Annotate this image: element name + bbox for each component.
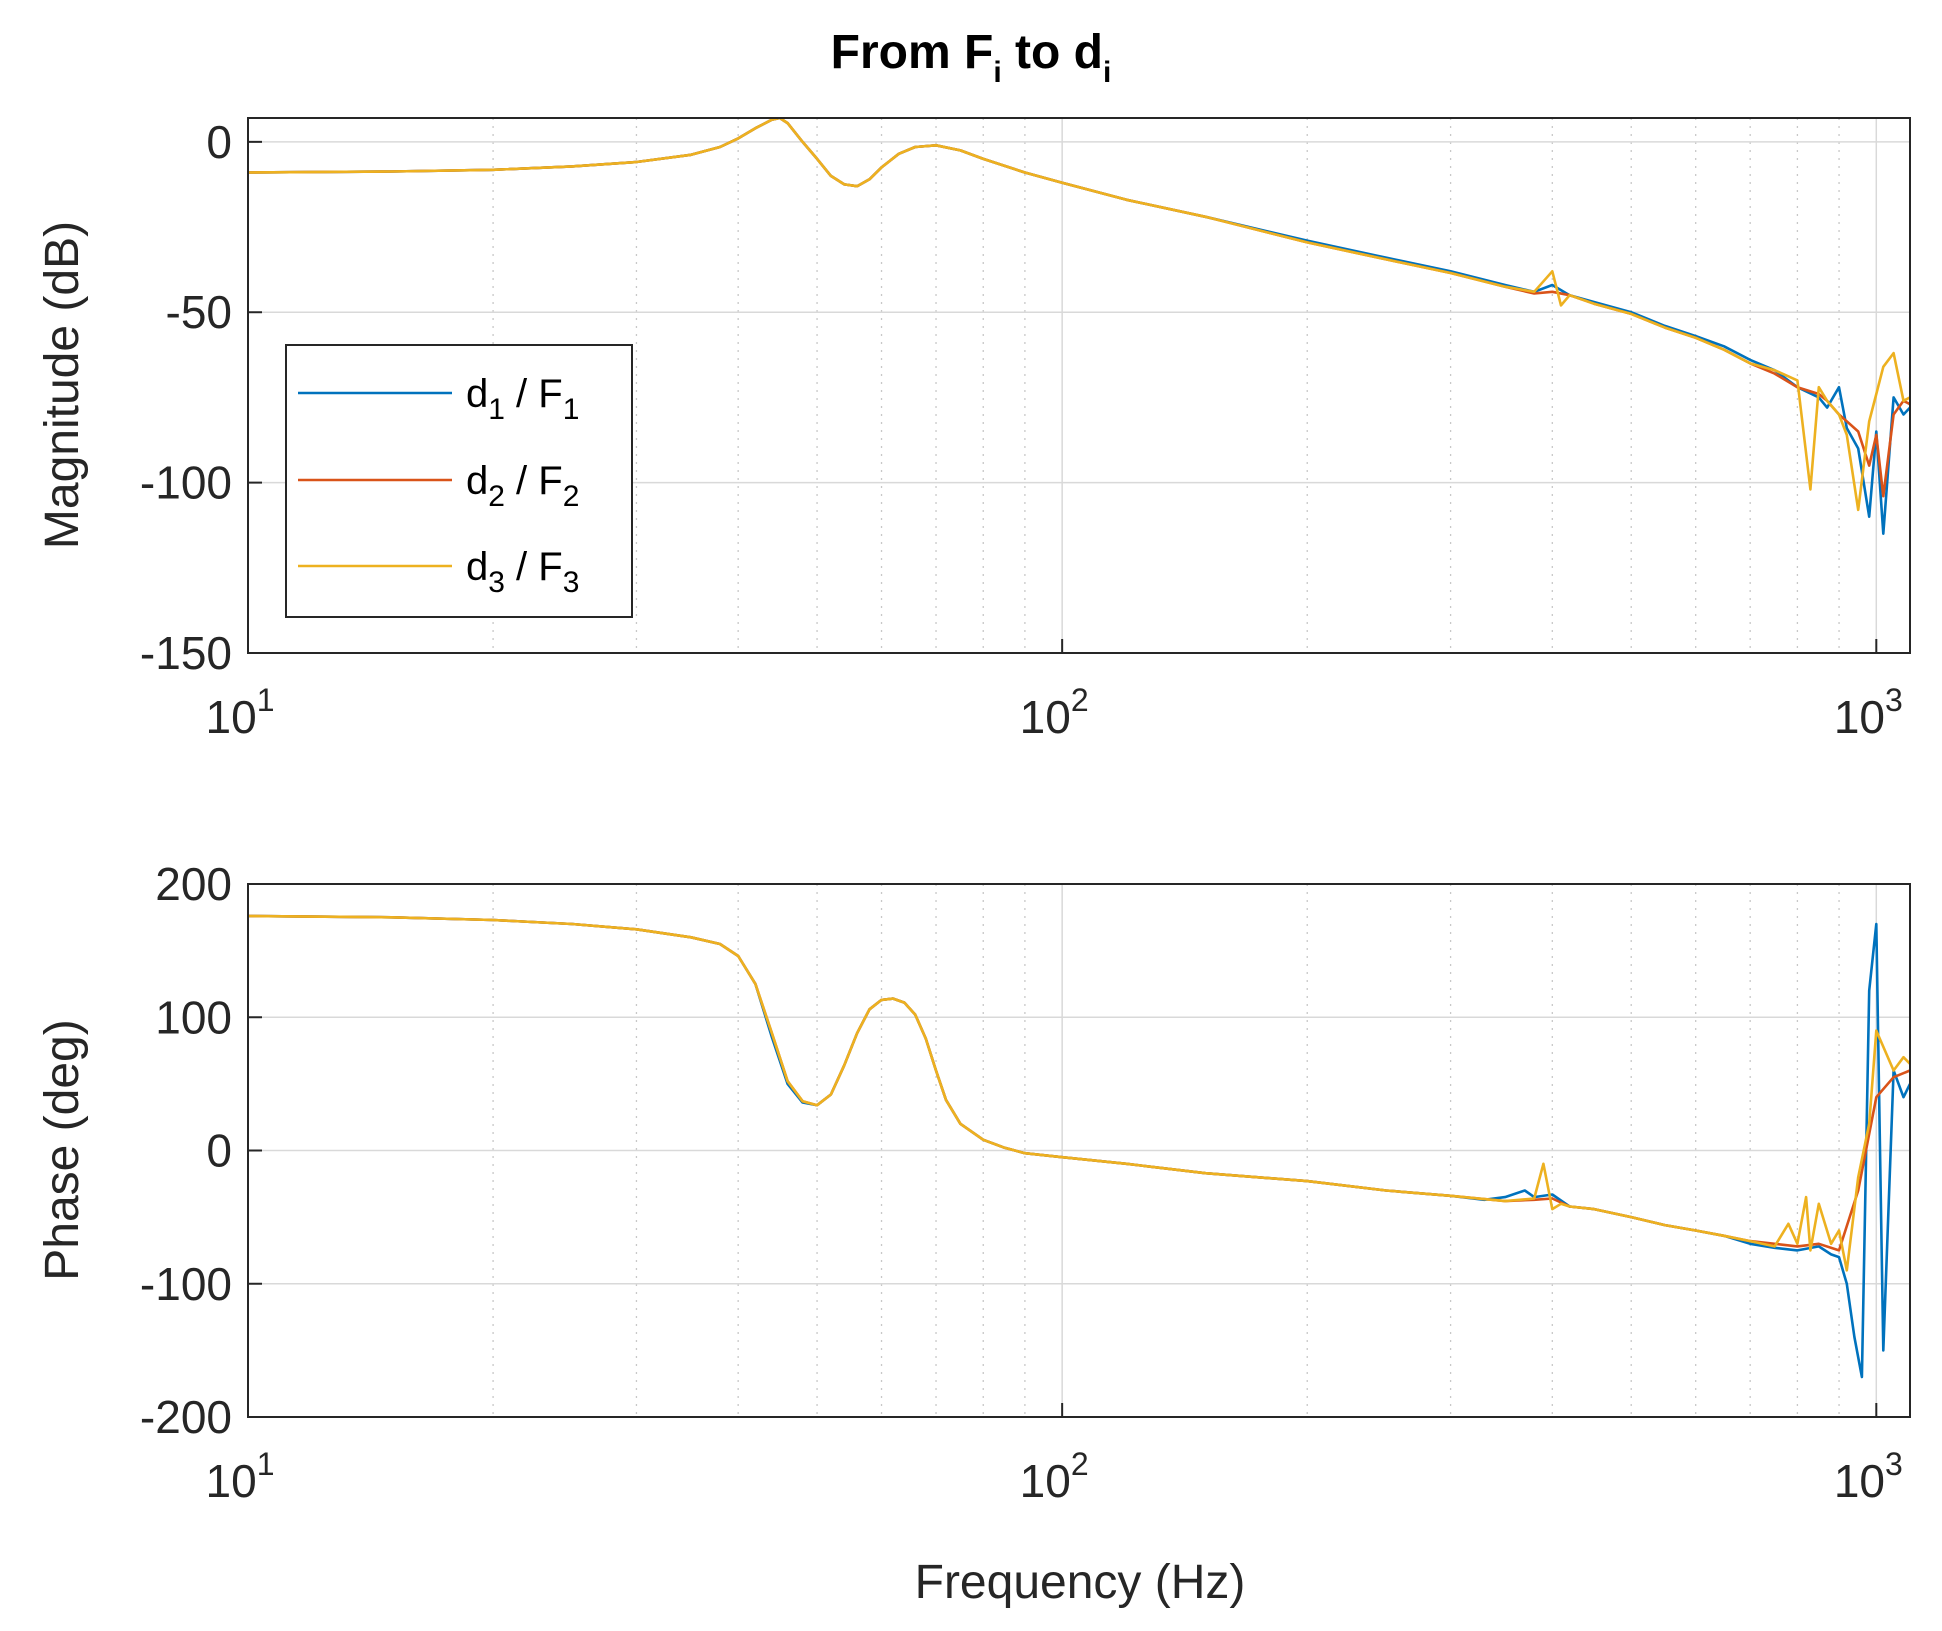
legend-label-d2: d2 / F2 <box>466 459 579 513</box>
phase-ytick-label: 200 <box>155 858 232 910</box>
legend-label-d3: d3 / F3 <box>466 545 579 599</box>
magnitude-axes-box <box>247 117 1911 654</box>
phase-ytick-label: 100 <box>155 991 232 1043</box>
phase-ylabel: Phase (deg) <box>36 1019 89 1281</box>
magnitude-xtick-label: 103 <box>1834 682 1903 743</box>
magnitude-ytick-label: -100 <box>140 457 232 509</box>
magnitude-xtick-label: 101 <box>206 682 275 743</box>
phase-xtick-label: 101 <box>206 1446 275 1507</box>
magnitude-ytick-label: -50 <box>166 286 232 338</box>
phase-series-d3 <box>248 914 1910 1272</box>
magnitude-ytick-label: 0 <box>206 116 232 168</box>
magnitude-series-d3 <box>248 118 1910 512</box>
phase-ytick-label: -200 <box>140 1391 232 1443</box>
legend: d1 / F1 d2 / F2 d3 / F3 <box>285 344 633 618</box>
magnitude-ylabel: Magnitude (dB) <box>36 221 89 549</box>
chart-title: From Fi to di <box>831 26 1112 89</box>
phase-xtick-label: 103 <box>1834 1446 1903 1507</box>
magnitude-series <box>248 118 1910 536</box>
magnitude-xtick-label: 102 <box>1020 682 1089 743</box>
magnitude-ytick-label: -150 <box>140 627 232 679</box>
phase-xlabel: Frequency (Hz) <box>915 1556 1246 1609</box>
phase-ytick-label: -100 <box>140 1258 232 1310</box>
phase-xtick-label: 102 <box>1020 1446 1089 1507</box>
phase-ytick-label: 0 <box>206 1125 232 1177</box>
legend-label-d1: d1 / F1 <box>466 372 579 426</box>
phase-series <box>248 914 1910 1379</box>
